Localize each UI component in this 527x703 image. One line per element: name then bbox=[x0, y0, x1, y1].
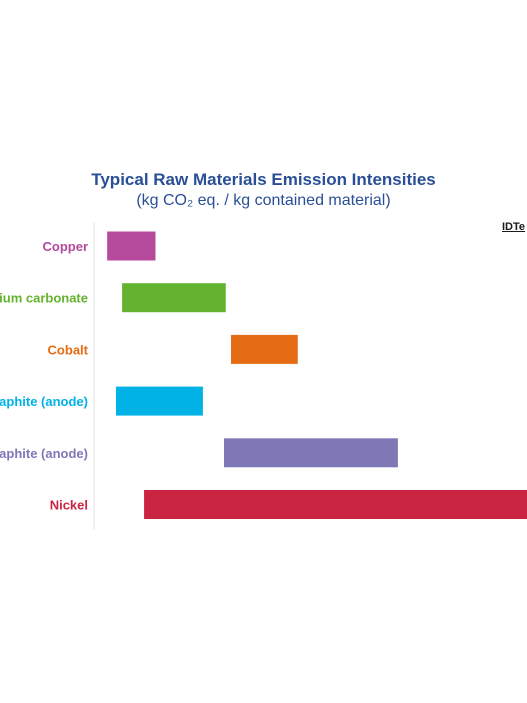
labels-group: Copper ium carbonate Cobalt aphite (anode) a… bbox=[0, 239, 89, 513]
category-label-5: Nickel bbox=[50, 498, 88, 513]
bar-5 bbox=[144, 490, 527, 519]
category-label-0: Copper bbox=[43, 239, 89, 254]
bar-2 bbox=[231, 334, 298, 364]
bar-0 bbox=[107, 231, 156, 261]
category-label-3: aphite (anode) bbox=[0, 394, 88, 409]
bars-group bbox=[107, 231, 527, 519]
bar-1 bbox=[122, 283, 226, 313]
source-label[interactable]: IDTe bbox=[502, 221, 526, 233]
category-label-4: aphite (anode) bbox=[0, 446, 88, 461]
chart-subtitle: (kg CO₂ eq. / kg contained material) bbox=[136, 192, 391, 209]
category-label-2: Cobalt bbox=[48, 342, 89, 357]
category-label-1: ium carbonate bbox=[0, 291, 88, 306]
bar-4 bbox=[223, 438, 398, 468]
bar-3 bbox=[115, 386, 203, 416]
chart-title: Typical Raw Materials Emission Intensiti… bbox=[91, 170, 436, 189]
